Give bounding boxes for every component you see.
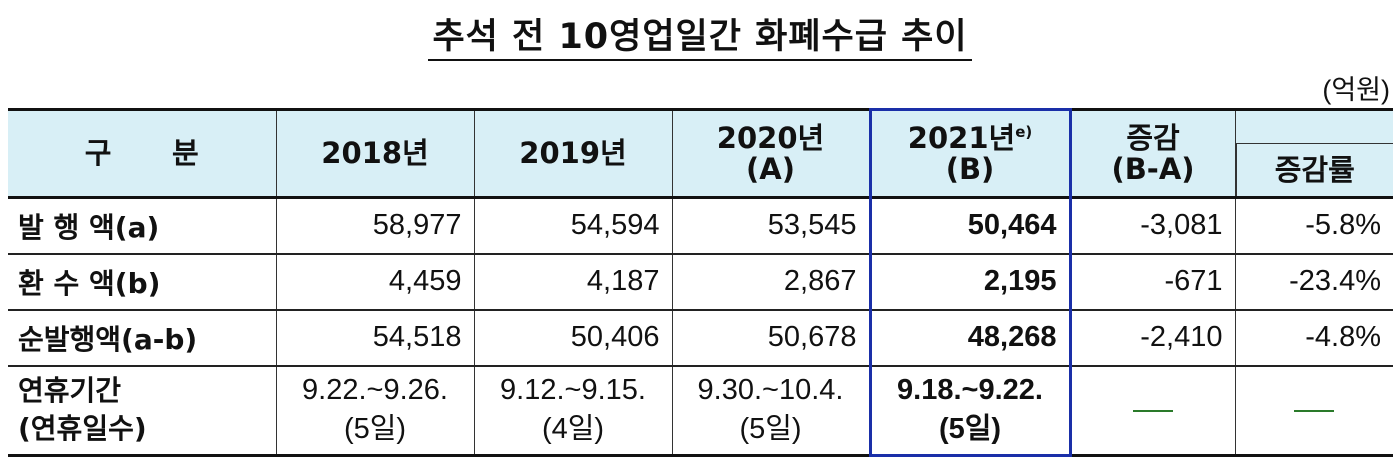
holiday-2018: 9.22.~9.26. (5일) [275,365,474,456]
cell-2019: 50,406 [473,309,672,366]
currency-flow-table: 구 분 2018년 2019년 2020년 (A) 2021년e) (B) 증감… [8,108,1393,457]
dash-mark [1294,410,1335,413]
unit-label: (억원) [1322,75,1390,105]
header-row: 구 분 2018년 2019년 2020년 (A) 2021년e) (B) 증감… [8,108,1393,198]
table-row: 환 수 액(b) 4,459 4,187 2,867 2,195 -671 -2… [8,253,1393,310]
cell-2020: 53,545 [671,197,870,254]
cell-rate: -23.4% [1234,253,1393,310]
table-row: 순발행액(a-b) 54,518 50,406 50,678 48,268 -2… [8,309,1393,366]
header-2019: 2019년 [473,109,672,198]
holiday-2020: 9.30.~10.4. (5일) [671,365,870,456]
cell-2019: 54,594 [473,197,672,254]
holiday-2021: 9.18.~9.22. (5일) [868,365,1072,457]
header-2018: 2018년 [275,109,474,198]
header-2021: 2021년e) (B) [868,108,1072,198]
row-label: 발 행 액(a) [18,210,160,244]
table-row: 발 행 액(a) 58,977 54,594 53,545 50,464 -3,… [8,197,1393,254]
table-title: 추석 전 10영업일간 화폐수급 추이 [0,8,1400,61]
cell-2018: 58,977 [275,197,474,254]
header-category: 구 분 [8,109,276,198]
cell-2018: 54,518 [275,309,474,366]
cell-2018: 4,459 [275,253,474,310]
holiday-2019: 9.12.~9.15. (4일) [473,365,672,456]
header-change: 증감 (B-A) [1069,109,1235,198]
row-label: 환 수 액(b) [18,266,161,300]
cell-rate: -4.8% [1234,309,1393,366]
holiday-label: 연휴기간 (연휴일수) [18,374,147,446]
cell-change: -671 [1069,253,1235,310]
cell-2020: 50,678 [671,309,870,366]
header-rate: 증감률 [1234,109,1393,198]
holiday-rate [1234,365,1393,456]
holiday-row: 연휴기간 (연휴일수) 9.22.~9.26. (5일) 9.12.~9.15.… [8,365,1393,457]
cell-change: -2,410 [1069,309,1235,366]
header-2020: 2020년 (A) [671,109,870,198]
cell-2020: 2,867 [671,253,870,310]
cell-2021: 50,464 [868,197,1072,254]
cell-2019: 4,187 [473,253,672,310]
cell-change: -3,081 [1069,197,1235,254]
dash-mark [1133,410,1173,413]
cell-rate: -5.8% [1234,197,1393,254]
estimate-superscript: e) [1015,123,1033,142]
holiday-change [1069,365,1235,456]
cell-2021: 2,195 [868,253,1072,310]
row-label: 순발행액(a-b) [18,322,198,356]
cell-2021: 48,268 [868,309,1072,366]
